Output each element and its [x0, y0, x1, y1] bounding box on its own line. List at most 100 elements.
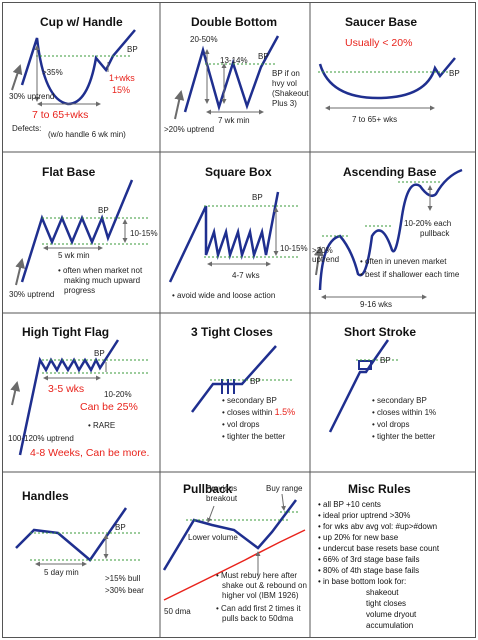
htf-can: Can be 25% — [80, 401, 138, 413]
asc-uptrend-1: >20% — [312, 246, 333, 255]
ttc-b4: • tighter the better — [222, 432, 286, 441]
misc-title: Misc Rules — [348, 482, 411, 496]
cup-handle-pct: 15% — [112, 85, 130, 95]
flat-bullet-1: • often when market not — [58, 266, 143, 275]
panel-misc-rules: Misc Rules • all BP +10 cents • ideal pri… — [318, 482, 440, 630]
asc-wks: 9-16 wks — [360, 300, 392, 309]
htf-wks: 3-5 wks — [48, 383, 84, 395]
cup-uptrend: 30% uptrend — [9, 92, 54, 101]
flat-bullet-2: making much upward — [64, 276, 140, 285]
panel-pullback: Pullback Previous breakout Buy range Low… — [162, 482, 307, 623]
short-price-line — [328, 339, 390, 433]
ttc-b2: • closes within 1.5% — [222, 407, 295, 417]
saucer-wks: 7 to 65+ wks — [352, 115, 397, 124]
ascending-title: Ascending Base — [343, 165, 437, 179]
misc-sub-list: shakeout tight closes volume dryout accumul… — [366, 588, 417, 630]
pullback-lower: Lower volume — [188, 533, 238, 542]
panel-3-tight-closes: 3 Tight Closes BP • secondary BP • close… — [191, 325, 295, 441]
handles-wk: 5 day min — [44, 568, 79, 577]
db-range2: 13-14% — [220, 56, 248, 65]
flat-price-line — [20, 179, 134, 283]
db-price-line — [183, 35, 280, 113]
misc-rule: • 80% of 4th stage base fails — [318, 566, 419, 575]
panel-flat-base: Flat Base BP 10-15% 5 wk min 30% uptrend… — [9, 165, 158, 299]
misc-rule: • undercut base resets base count — [318, 544, 440, 553]
cup-defects-note: (w/o handle 6 wk min) — [48, 130, 126, 139]
cup-bp: BP — [127, 45, 138, 54]
handles-title: Handles — [22, 489, 69, 503]
misc-rule: • all BP +10 cents — [318, 500, 381, 509]
misc-rules-list: • all BP +10 cents • ideal prior uptrend … — [318, 500, 440, 586]
db-range1: 20-50% — [190, 35, 218, 44]
cup-handle-wks: 1+wks — [109, 73, 135, 83]
pullback-50dma-line — [163, 529, 306, 601]
misc-rule: • ideal prior uptrend >30% — [318, 511, 410, 520]
handles-bp: BP — [115, 523, 126, 532]
pullback-b1-2: shake out & rebound on — [222, 581, 307, 590]
short-title: Short Stroke — [344, 325, 416, 339]
cup-title: Cup w/ Handle — [40, 15, 123, 29]
panel-ascending-base: Ascending Base 10-20% each pullback >20%… — [312, 165, 463, 309]
flat-title: Flat Base — [42, 165, 96, 179]
ttc-b3: • vol drops — [222, 420, 260, 429]
panel-short-stroke: Short Stroke BP • secondary BP • closes … — [328, 325, 436, 441]
cup-range: 7 to 65+wks — [32, 109, 88, 121]
short-stroke-bar — [358, 360, 372, 370]
short-b4: • tighter the better — [372, 432, 436, 441]
panel-handles: Handles BP 5 day min >15% bull >30% bear — [15, 489, 144, 595]
ttc-bp: BP — [250, 377, 261, 386]
db-uptrend-arrow — [174, 90, 185, 120]
db-note-4: Plus 3) — [272, 99, 297, 108]
short-bp: BP — [380, 356, 391, 365]
flat-wk: 5 wk min — [58, 251, 90, 260]
misc-sub-rule: volume dryout — [366, 610, 417, 619]
handles-bull: >15% bull — [105, 574, 141, 583]
ttc-title: 3 Tight Closes — [191, 325, 273, 339]
pullback-b1-1: • Must rebuy here after — [216, 571, 297, 580]
htf-pct: 10-20% — [104, 390, 132, 399]
db-uptrend: >20% uptrend — [164, 125, 214, 134]
pullback-b2-2: pulls back to 50dma — [222, 614, 294, 623]
asc-bullet-2: • best if shallower each time — [360, 270, 460, 279]
flat-bullet-3: progress — [64, 286, 95, 295]
pullback-prev-1: Previous — [206, 484, 237, 493]
square-price-line — [168, 191, 280, 283]
htf-rare: • RARE — [88, 421, 115, 430]
flat-uptrend: 30% uptrend — [9, 290, 54, 299]
square-pct: 10-15% — [280, 244, 308, 253]
ttc-b1: • secondary BP — [222, 396, 277, 405]
short-b1: • secondary BP — [372, 396, 427, 405]
asc-pct-2: pullback — [420, 229, 450, 238]
pullback-title: Pullback — [183, 482, 233, 496]
buy-range-arrow — [281, 493, 286, 511]
asc-bullet-1: • often in uneven market — [360, 257, 447, 266]
saucer-title: Saucer Base — [345, 15, 417, 29]
panel-square-box: Square Box BP 10-15% 4-7 wks • avoid wid… — [168, 165, 308, 300]
pullback-buy: Buy range — [266, 484, 303, 493]
flat-bp: BP — [98, 206, 109, 215]
misc-rule: • in base bottom look for: — [318, 577, 406, 586]
asc-uptrend-arrow — [313, 246, 324, 276]
uptrend-arrow — [11, 64, 23, 91]
pullback-prev-2: breakout — [206, 494, 238, 503]
htf-uptrend: 100-120% uptrend — [8, 434, 74, 443]
short-b2: • closes within 1% — [372, 408, 436, 417]
flat-uptrend-arrow — [15, 258, 25, 286]
htf-bp: BP — [94, 349, 105, 358]
panel-saucer-base: Saucer Base Usually < 20% BP 7 to 65+ wk… — [318, 15, 460, 124]
handles-bear: >30% bear — [105, 586, 144, 595]
db-note-1: BP if on — [272, 69, 300, 78]
saucer-bp: BP — [449, 69, 460, 78]
pullback-b1-3: higher vol (IBM 1926) — [222, 591, 299, 600]
misc-rule: • for wks abv avg vol: #up>#down — [318, 522, 437, 531]
htf-uptrend-arrow — [10, 381, 21, 406]
asc-pct-1: 10-20% each — [404, 219, 451, 228]
square-wks: 4-7 wks — [232, 271, 260, 280]
misc-sub-rule: tight closes — [366, 599, 406, 608]
double-bottom-title: Double Bottom — [191, 15, 277, 29]
saucer-usually: Usually < 20% — [345, 37, 412, 49]
panel-high-tight-flag: High Tight Flag BP 3-5 wks 10-20% Can be… — [8, 325, 149, 459]
